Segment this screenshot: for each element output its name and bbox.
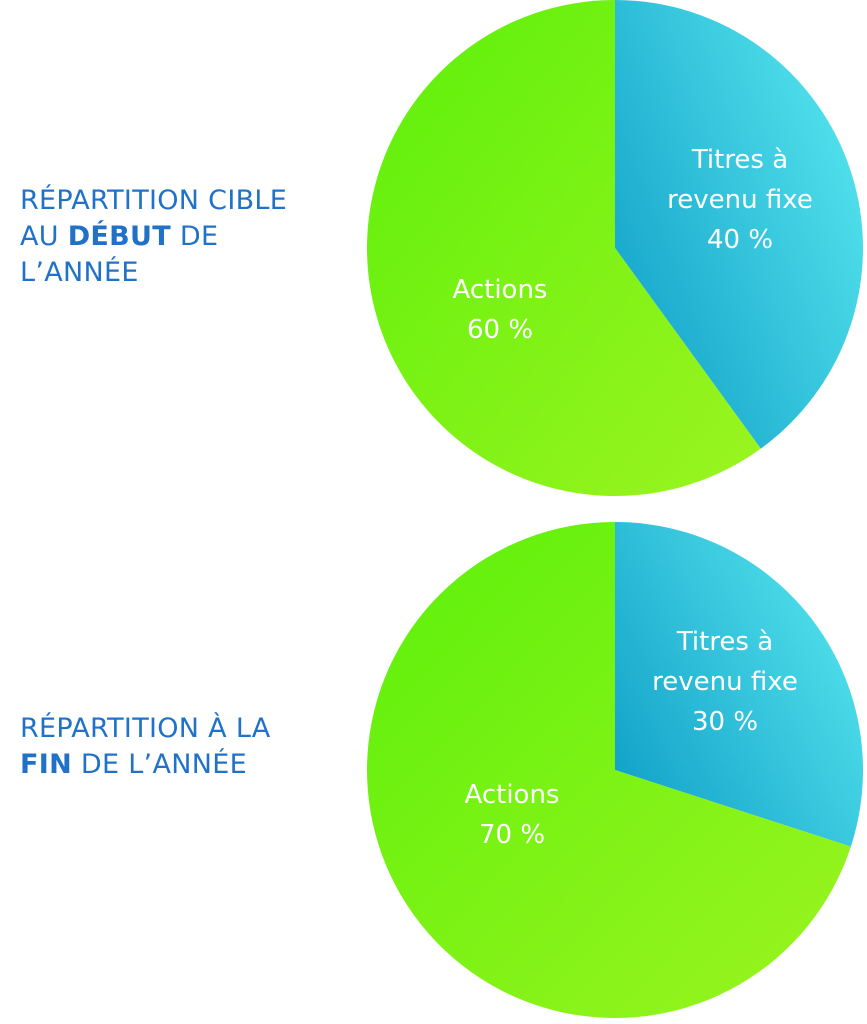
slice-name-label: Actions bbox=[465, 780, 560, 810]
slice-value-label: 30 % bbox=[692, 707, 758, 737]
pie-slice-fixed-income bbox=[615, 522, 863, 847]
title-1-suffix: DE bbox=[171, 221, 219, 252]
pie-chart-start: Titres à revenu fixe 40 % Actions 60 % bbox=[366, 0, 863, 497]
slice-name-label: revenu fixe bbox=[667, 185, 813, 215]
slice-value-label: 70 % bbox=[479, 820, 545, 850]
chart-title-end: RÉPARTITION À LA FIN DE L’ANNÉE bbox=[20, 711, 271, 783]
title-1-line-3: L’ANNÉE bbox=[20, 257, 139, 288]
slice-name-label: Titres à bbox=[676, 627, 773, 657]
title-1-emphasis: DÉBUT bbox=[67, 221, 171, 252]
chart-title-start: RÉPARTITION CIBLE AU DÉBUT DE L’ANNÉE bbox=[20, 183, 287, 291]
title-1-line-1: RÉPARTITION CIBLE bbox=[20, 185, 288, 216]
pie-slice-equities bbox=[366, 0, 761, 497]
slice-value-label: 40 % bbox=[707, 225, 773, 255]
pie-slice-fixed-income bbox=[615, 0, 863, 449]
title-1-prefix: AU bbox=[20, 221, 68, 252]
title-2-suffix: DE L’ANNÉE bbox=[72, 749, 247, 780]
pie-chart-end: Titres à revenu fixe 30 % Actions 70 % bbox=[366, 522, 863, 1018]
slice-name-label: Actions bbox=[453, 275, 548, 305]
title-2-emphasis: FIN bbox=[20, 749, 72, 780]
slice-value-label: 60 % bbox=[467, 315, 533, 345]
title-2-line-1: RÉPARTITION À LA bbox=[20, 713, 271, 744]
slice-name-label: Titres à bbox=[691, 145, 788, 175]
slice-name-label: revenu fixe bbox=[652, 667, 798, 697]
pie-slice-equities bbox=[366, 522, 851, 1018]
